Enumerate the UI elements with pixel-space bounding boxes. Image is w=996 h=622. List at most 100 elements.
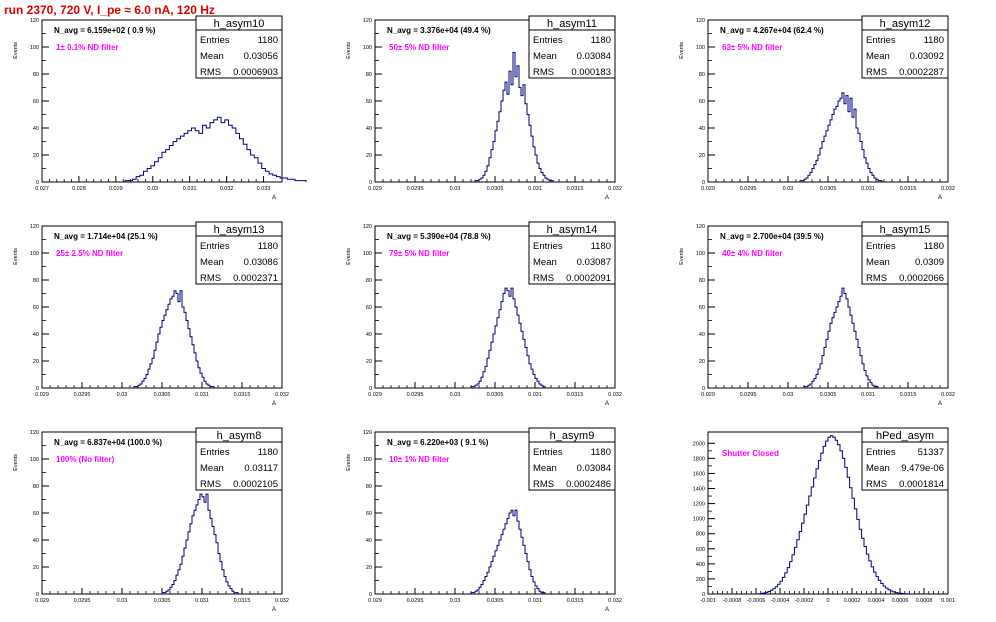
histogram-panel-h_asym13: 0 20 40 60 80 100 120 0.029 0.0295 0.03 0.0305 0.03… bbox=[13, 221, 289, 407]
hist-name: h_asym14 bbox=[547, 224, 598, 236]
x-tick-label: 0.0305 bbox=[154, 392, 171, 398]
x-tick-label: 0.0295 bbox=[740, 392, 757, 398]
histogram-outline bbox=[470, 287, 546, 388]
y-tick-label: 40 bbox=[366, 126, 372, 132]
x-tick-label: 0.031 bbox=[528, 186, 542, 192]
x-axis-title: A bbox=[605, 607, 609, 613]
stats-box bbox=[861, 221, 949, 285]
x-tick-label: 0.03 bbox=[450, 392, 461, 398]
stat-label: RMS bbox=[866, 273, 887, 284]
x-tick-label: 0.031 bbox=[528, 392, 542, 398]
y-tick-label: 1000 bbox=[693, 517, 705, 523]
y-axis-title: Events bbox=[13, 42, 19, 59]
x-tick-label: 0.03 bbox=[450, 186, 461, 192]
y-tick-label: 120 bbox=[363, 224, 372, 230]
stat-label: Mean bbox=[200, 463, 224, 474]
histogram-outline bbox=[474, 51, 554, 182]
navg-label: N_avg = 6.159e+02 ( 0.9 %) bbox=[54, 26, 156, 35]
y-tick-label: 80 bbox=[33, 484, 39, 490]
y-tick-label: 40 bbox=[699, 126, 705, 132]
x-tick-label: 0.029 bbox=[35, 598, 49, 604]
y-tick-label: 0 bbox=[36, 180, 39, 186]
x-tick-label: 0.031 bbox=[861, 392, 875, 398]
y-tick-label: 40 bbox=[33, 332, 39, 338]
stat-value: 0.03087 bbox=[577, 257, 611, 268]
x-tick-label: 0.0295 bbox=[407, 392, 424, 398]
y-tick-label: 0 bbox=[702, 592, 705, 598]
stat-value: 51337 bbox=[918, 447, 944, 458]
x-tick-label: 0.03 bbox=[783, 392, 794, 398]
y-tick-label: 400 bbox=[696, 562, 705, 568]
x-tick-label: 0.0315 bbox=[567, 186, 584, 192]
y-tick-label: 40 bbox=[33, 126, 39, 132]
y-tick-label: 100 bbox=[30, 45, 39, 51]
y-tick-label: 80 bbox=[699, 278, 705, 284]
stat-label: RMS bbox=[866, 479, 887, 490]
x-tick-label: -0.0008 bbox=[723, 598, 742, 604]
y-tick-label: 60 bbox=[366, 511, 372, 517]
histogram-panel-h_asym11: 0 20 40 60 80 100 120 0.029 0.0295 0.03 0.0305 0.03… bbox=[346, 15, 622, 201]
y-tick-label: 80 bbox=[699, 72, 705, 78]
x-tick-label: 0.032 bbox=[220, 186, 234, 192]
y-axis-title: Events bbox=[13, 454, 19, 471]
y-axis-title: Events bbox=[346, 248, 352, 265]
x-tick-label: -0.0004 bbox=[771, 598, 790, 604]
stats-box bbox=[528, 15, 616, 79]
stat-label: RMS bbox=[200, 479, 221, 490]
x-tick-label: 0.031 bbox=[183, 186, 197, 192]
x-tick-label: 0.0305 bbox=[487, 186, 504, 192]
y-tick-label: 80 bbox=[366, 278, 372, 284]
stat-value: 1180 bbox=[258, 447, 278, 458]
x-tick-label: 0.0315 bbox=[234, 392, 251, 398]
x-tick-label: 0.03 bbox=[450, 598, 461, 604]
x-tick-label: 0.0305 bbox=[820, 186, 837, 192]
x-tick-label: 0.0002 bbox=[844, 598, 861, 604]
x-tick-label: 0.029 bbox=[368, 186, 382, 192]
x-tick-label: 0.032 bbox=[941, 186, 955, 192]
y-tick-label: 800 bbox=[696, 532, 705, 538]
stat-value: 0.0002287 bbox=[899, 67, 944, 78]
y-tick-label: 120 bbox=[363, 430, 372, 436]
y-tick-label: 1200 bbox=[693, 502, 705, 508]
stat-value: 0.03084 bbox=[577, 51, 611, 62]
y-tick-label: 120 bbox=[696, 224, 705, 230]
x-tick-label: 0.001 bbox=[941, 598, 955, 604]
y-tick-label: 100 bbox=[696, 45, 705, 51]
histogram-outline bbox=[124, 116, 307, 182]
x-tick-label: 0.031 bbox=[861, 186, 875, 192]
filter-label: 10± 1% ND filter bbox=[389, 455, 449, 464]
x-tick-label: 0.03 bbox=[783, 186, 794, 192]
y-tick-label: 60 bbox=[699, 99, 705, 105]
x-tick-label: 0.0008 bbox=[916, 598, 933, 604]
y-tick-label: 1800 bbox=[693, 456, 705, 462]
stat-label: Mean bbox=[533, 463, 557, 474]
x-axis-title: A bbox=[272, 607, 276, 613]
x-axis-title: A bbox=[272, 401, 276, 407]
x-tick-label: 0.0315 bbox=[900, 392, 917, 398]
y-tick-label: 0 bbox=[369, 592, 372, 598]
y-tick-label: 20 bbox=[366, 565, 372, 571]
stats-box bbox=[528, 221, 616, 285]
x-tick-label: -0.001 bbox=[700, 598, 716, 604]
y-tick-label: 20 bbox=[699, 359, 705, 365]
y-axis-title: Events bbox=[13, 248, 19, 265]
stat-label: Entries bbox=[866, 241, 896, 252]
navg-label: N_avg = 3.376e+04 (49.4 %) bbox=[387, 26, 491, 35]
stat-label: Mean bbox=[200, 51, 224, 62]
stat-value: 0.03056 bbox=[244, 51, 278, 62]
stat-label: Entries bbox=[533, 241, 563, 252]
y-tick-label: 120 bbox=[30, 18, 39, 24]
y-tick-label: 60 bbox=[366, 305, 372, 311]
y-tick-label: 40 bbox=[699, 332, 705, 338]
stat-label: RMS bbox=[533, 273, 554, 284]
stat-label: Mean bbox=[866, 257, 890, 268]
y-axis-title: Events bbox=[679, 42, 685, 59]
stat-value: 1180 bbox=[591, 447, 611, 458]
stat-label: Entries bbox=[866, 447, 896, 458]
y-tick-label: 20 bbox=[366, 359, 372, 365]
y-tick-label: 0 bbox=[702, 180, 705, 186]
x-tick-label: 0.0295 bbox=[407, 186, 424, 192]
x-tick-label: 0.0305 bbox=[487, 392, 504, 398]
navg-label: N_avg = 1.714e+04 (25.1 %) bbox=[54, 232, 158, 241]
y-tick-label: 60 bbox=[33, 99, 39, 105]
